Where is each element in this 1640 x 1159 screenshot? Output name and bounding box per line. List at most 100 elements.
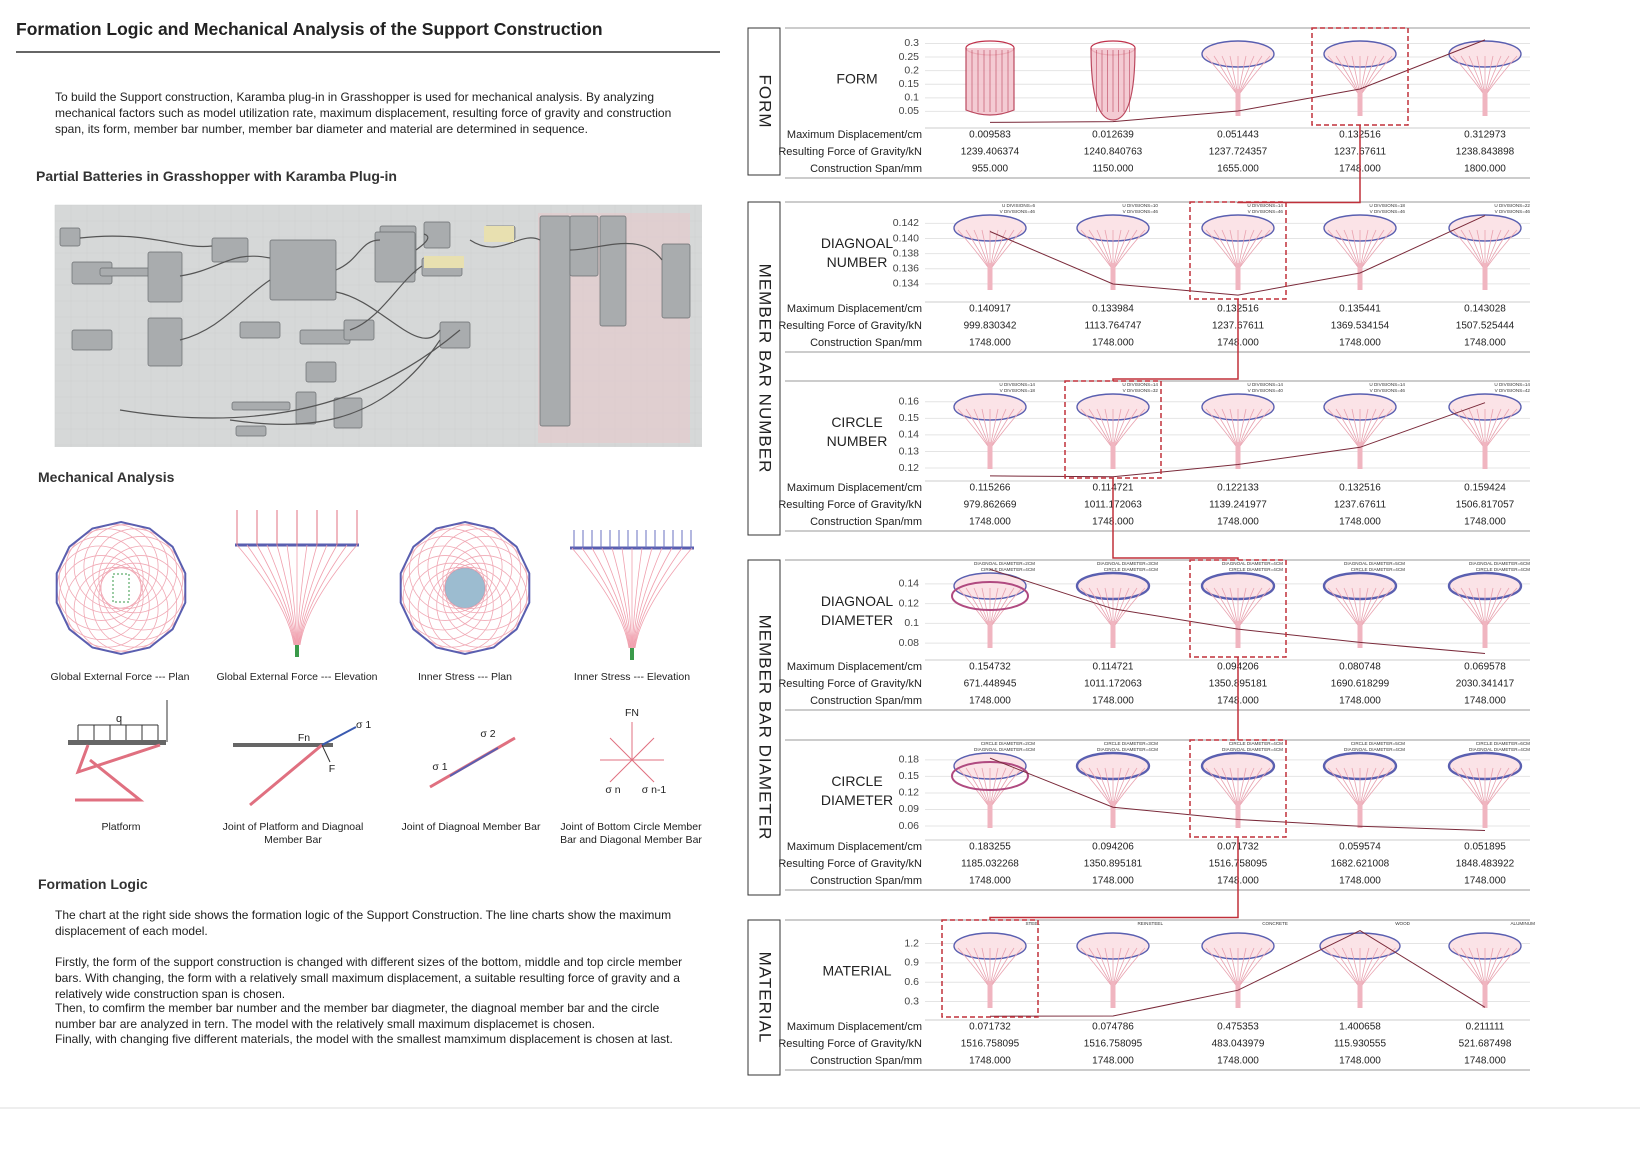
elevation-bar (298, 544, 338, 646)
model (1448, 40, 1522, 116)
model-label: WOOD (1395, 921, 1410, 926)
model-label: U DIVISIONS=10 (1122, 203, 1158, 208)
model-label: CIRCLE DIAMETER=4CM (1351, 567, 1405, 572)
y-tick-label: 0.14 (899, 429, 920, 441)
model-label: U DIVISIONS=22 (1494, 203, 1530, 208)
label: 0.051895 (1464, 842, 1506, 853)
elevation-bar (297, 544, 318, 646)
label: Maximum Displacement/cm (787, 303, 922, 315)
connector (1112, 478, 1239, 560)
canvas-node (439, 321, 471, 349)
model-label: DIAGNOAL DIAMETER=4CM (1344, 747, 1405, 752)
model-label: CIRCLE DIAMETER=3CM (1104, 741, 1158, 746)
canvas-node (569, 215, 599, 277)
elevation-bar (246, 544, 295, 646)
y-tick-label: 0.12 (899, 787, 920, 799)
model (1447, 571, 1523, 648)
label: 1748.000 (1464, 696, 1506, 707)
label: MEMBER BAR NUMBER (756, 264, 775, 474)
model-label: CIRCLE DIAMETER=2CM (981, 741, 1035, 746)
plan-outline (399, 520, 531, 656)
model (1076, 932, 1150, 1008)
force-arrow (321, 726, 357, 746)
canvas-node (374, 231, 416, 283)
canvas-wire (179, 255, 271, 277)
label: 0.009583 (969, 130, 1011, 141)
intro-text: To build the Support construction, Karam… (55, 90, 672, 136)
label: 1800.000 (1464, 164, 1506, 175)
label: 1848.483922 (1456, 859, 1515, 870)
label: DIAGNOAL (821, 593, 894, 609)
model-label: U DIVISIONS=18 (1369, 203, 1405, 208)
paragraph: Finally, with changing five different ma… (55, 1032, 673, 1046)
label: Global External Force --- Plan (51, 671, 190, 683)
canvas-node (211, 237, 249, 263)
label: 1150.000 (1093, 164, 1134, 175)
canvas-wire (119, 329, 461, 419)
label: 1748.000 (969, 338, 1011, 349)
label: 1011.172063 (1084, 679, 1142, 690)
y-tick-label: 0.15 (899, 770, 920, 782)
label: 1748.000 (1464, 1056, 1506, 1067)
canvas-node (59, 227, 81, 247)
model-label: CIRCLE DIAMETER=4CM (1229, 567, 1283, 572)
label: Construction Span/mm (810, 695, 922, 707)
model-label: V DIVISIONS=42 (1495, 388, 1531, 393)
displacement-line (989, 757, 1486, 831)
plan-ring (58, 555, 144, 640)
model-label: U DIVISIONS=14 (1494, 382, 1530, 387)
y-tick-label: 0.14 (899, 578, 920, 590)
label: 0.094206 (1092, 842, 1134, 853)
y-tick-label: 0.9 (904, 957, 919, 969)
paragraph: The chart at the right side shows the fo… (55, 908, 672, 938)
model-label: DIAGNOAL DIAMETER=3CM (1097, 561, 1158, 566)
label: 1682.621008 (1331, 859, 1390, 870)
label: 0.312973 (1464, 130, 1506, 141)
label: Construction Span/mm (810, 1055, 922, 1067)
model (953, 393, 1027, 469)
label: 0.051443 (1217, 130, 1259, 141)
platform (68, 740, 166, 745)
canvas-node (333, 397, 363, 429)
model (951, 752, 1029, 828)
label: 0.114721 (1093, 662, 1134, 673)
elevation-bar (633, 547, 673, 649)
y-tick-label: 0.1 (904, 617, 919, 629)
platform (233, 743, 333, 747)
elevation-bar (266, 544, 296, 646)
label: 0.183255 (969, 842, 1011, 853)
model (1201, 932, 1275, 1008)
label: FORM (836, 71, 877, 87)
plan-ring (442, 536, 528, 621)
model (1323, 393, 1397, 469)
label: 0.012639 (1092, 130, 1134, 141)
label: 521.687498 (1459, 1039, 1512, 1050)
label: Global External Force --- Elevation (216, 671, 377, 683)
y-tick-label: 0.18 (899, 754, 920, 766)
canvas-node (305, 361, 337, 383)
label: Joint of Platform and Diagnoal (223, 821, 364, 833)
model-label: CIRCLE DIAMETER=5CM (1351, 741, 1405, 746)
label: 1237.724357 (1209, 147, 1268, 158)
canvas-node (299, 329, 351, 345)
label: 0.080748 (1339, 662, 1381, 673)
elevation-bar (571, 547, 630, 649)
y-tick-label: 0.12 (899, 597, 920, 609)
label: σ 1 (432, 761, 447, 773)
label: 1369.534154 (1331, 321, 1390, 332)
label: Resulting Force of Gravity/kN (778, 320, 922, 332)
canvas-wire (415, 233, 429, 251)
elevation-bar (621, 547, 632, 649)
y-tick-label: 0.09 (899, 803, 920, 815)
group-tab (747, 201, 781, 536)
label: CIRCLE (831, 414, 882, 430)
label: 1516.758095 (961, 1039, 1020, 1050)
label: σ n (605, 784, 620, 796)
label: CIRCLE (831, 773, 882, 789)
canvas-node (539, 215, 571, 427)
canvas-wire (229, 339, 441, 425)
label: NUMBER (827, 254, 888, 270)
y-tick-label: 0.140 (893, 232, 919, 244)
model-label: V DIVISIONS=18 (1000, 388, 1036, 393)
